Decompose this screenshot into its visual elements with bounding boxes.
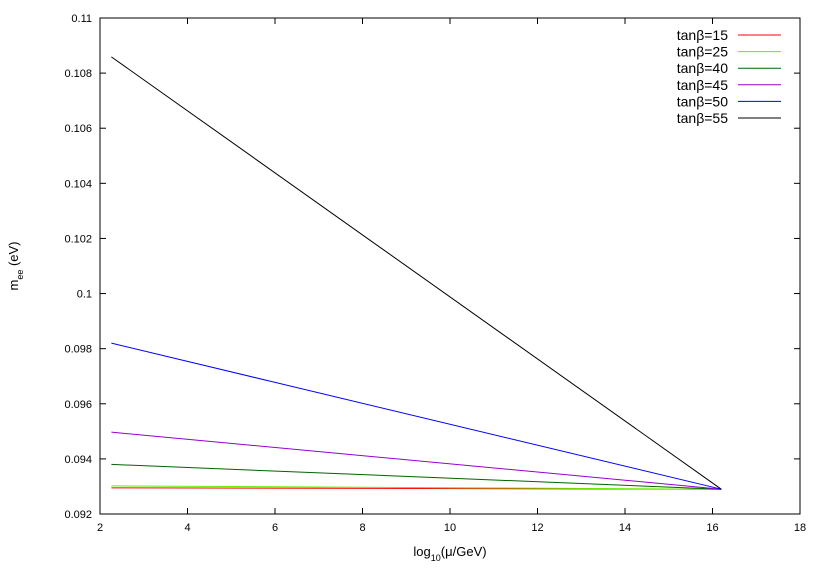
series-line-2 (111, 485, 722, 490)
y-tick-label: 0.096 (64, 399, 92, 411)
x-tick-label: 4 (184, 522, 190, 534)
series-line-3 (111, 463, 722, 490)
legend-label: tanβ=40 (677, 60, 728, 76)
x-tick-label: 8 (359, 522, 365, 534)
series-line-5 (111, 342, 722, 490)
legend-label: tanβ=55 (677, 110, 728, 126)
legend-label: tanβ=45 (677, 77, 728, 93)
x-tick-label: 12 (531, 522, 543, 534)
series-lines (111, 56, 722, 490)
y-tick-label: 0.1 (77, 289, 92, 301)
y-tick-label: 0.104 (64, 178, 92, 190)
x-tick-label: 14 (619, 522, 631, 534)
series-line-6 (111, 56, 722, 490)
legend-label: tanβ=50 (677, 93, 728, 109)
x-tick-label: 16 (706, 522, 718, 534)
x-tick-label: 6 (272, 522, 278, 534)
y-axis-label: mee (eV) (6, 241, 25, 290)
legend-label: tanβ=15 (677, 27, 728, 43)
x-tick-label: 18 (794, 522, 806, 534)
y-tick-label: 0.098 (64, 344, 92, 356)
x-tick-label: 10 (444, 522, 456, 534)
y-tick-label: 0.092 (64, 509, 92, 521)
legend: tanβ=15tanβ=25tanβ=40tanβ=45tanβ=50tanβ=… (677, 27, 781, 126)
y-tick-label: 0.108 (64, 68, 92, 80)
series-line-4 (111, 431, 722, 490)
y-tick-label: 0.106 (64, 123, 92, 135)
y-tick-label: 0.102 (64, 233, 92, 245)
legend-label: tanβ=25 (677, 44, 728, 60)
x-axis-label: log10(μ/GeV) (413, 544, 486, 563)
axis-ticks: 2 4 6 8 10 12 14 16 18 0.092 0.094 0.096 0.098 0.1 0.1… (64, 13, 806, 534)
y-tick-label: 0.094 (64, 454, 92, 466)
x-tick-label: 2 (97, 522, 103, 534)
y-tick-label: 0.11 (71, 13, 92, 25)
